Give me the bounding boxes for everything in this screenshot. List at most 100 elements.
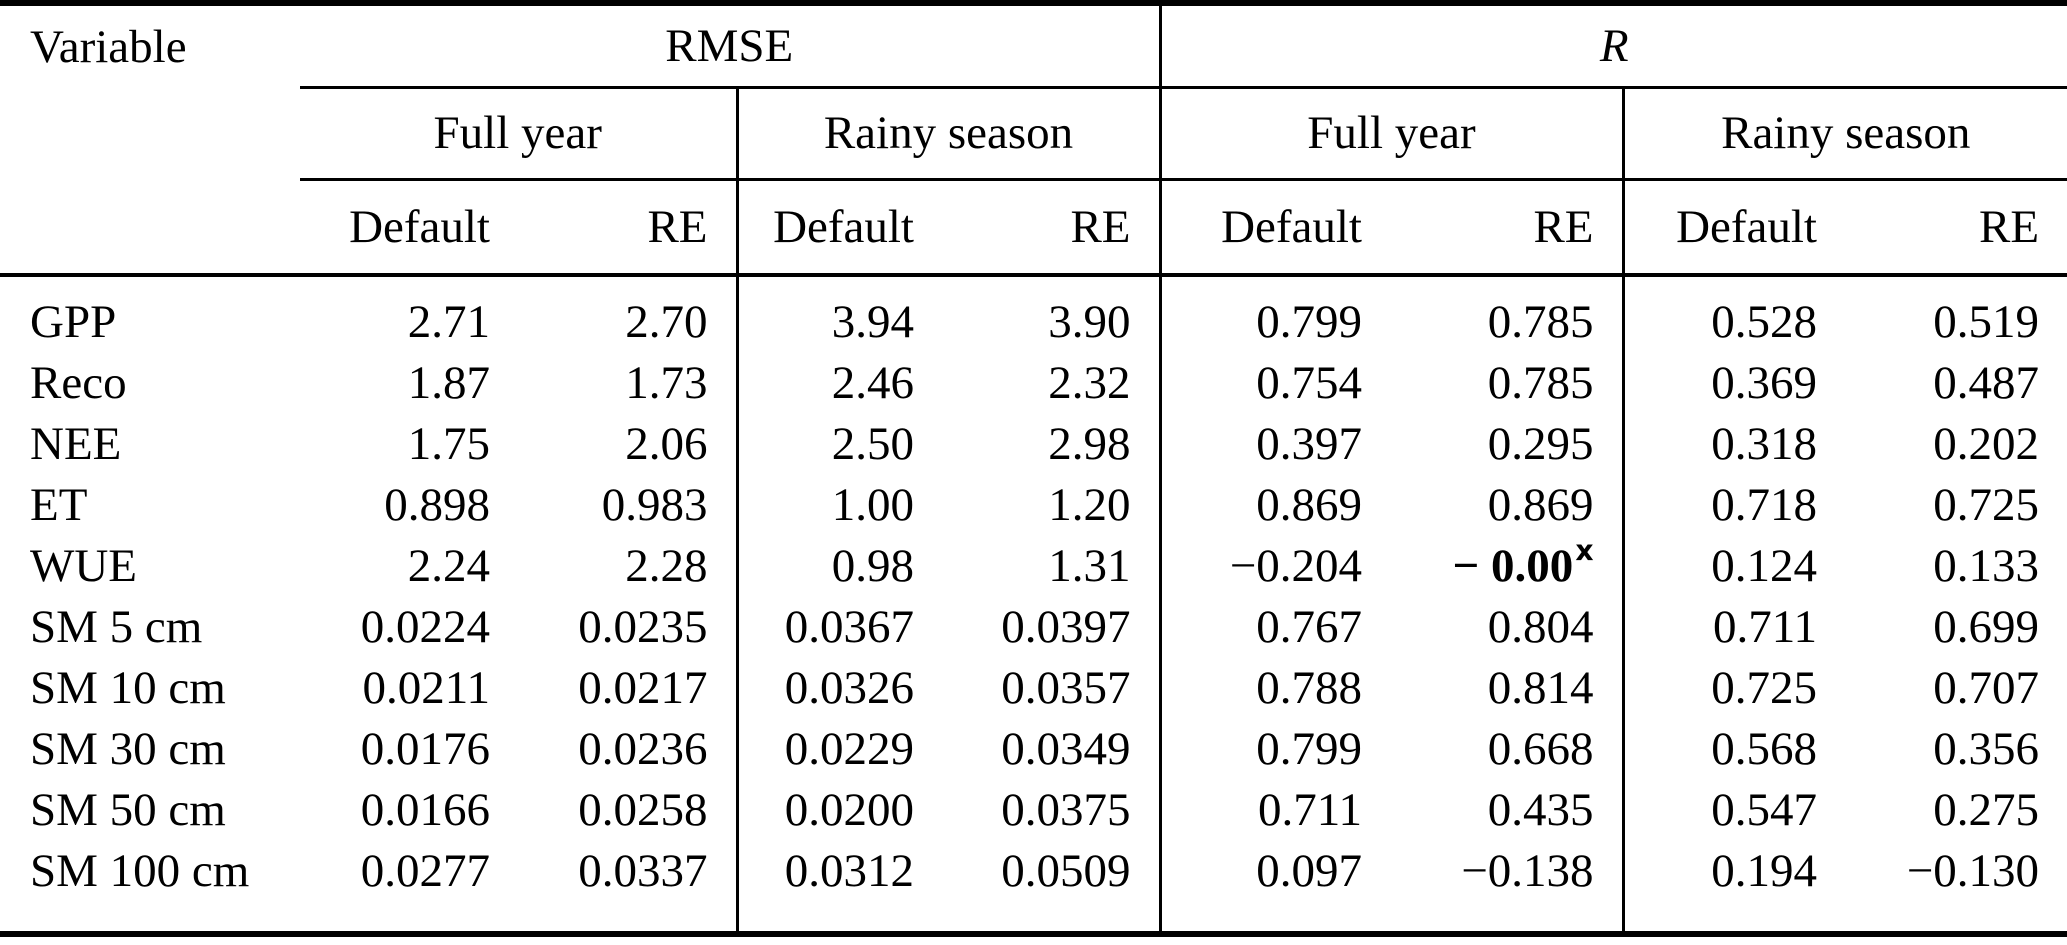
value-cell: 0.397 <box>1158 413 1390 474</box>
value-cell: 0.718 <box>1621 474 1845 535</box>
metric-header-re: RE <box>942 179 1160 277</box>
value-cell: 0.0229 <box>735 718 942 779</box>
metric-header-default: Default <box>300 179 518 277</box>
variable-column-header: Variable <box>0 3 300 277</box>
value-cell: 1.75 <box>407 417 490 470</box>
value-cell: 2.70 <box>625 295 708 348</box>
value-cell: 2.28 <box>625 539 708 592</box>
value-cell: 0.98 <box>735 535 942 596</box>
value-cell: 0.699 <box>1933 600 2040 653</box>
value-cell: 0.0337 <box>578 844 708 897</box>
r-group-header: R <box>1158 3 2067 89</box>
value-cell: 2.06 <box>625 417 708 470</box>
metric-header-re: RE <box>1390 179 1623 277</box>
table-row: ET 0.898 0.983 1.00 1.20 0.869 0.869 0.718 0.725 <box>0 474 2067 535</box>
value-cell: 0.0397 <box>1001 600 1131 653</box>
table-body: GPP 2.71 2.70 3.94 3.90 0.799 0.785 0.528 0.519 R… <box>0 275 2067 934</box>
value-cell: 0.133 <box>1933 539 2040 592</box>
table-row: SM 30 cm 0.0176 0.0236 0.0229 0.0349 0.799 0.6… <box>0 718 2067 779</box>
metric-header-default: Default <box>1158 179 1390 277</box>
value-cell: 0.0349 <box>1001 722 1131 775</box>
value-cell: 0.983 <box>601 478 708 531</box>
value-cell: 0.547 <box>1621 779 1845 840</box>
value-cell: 0.275 <box>1933 783 2040 836</box>
value-cell: 0.788 <box>1158 657 1390 718</box>
value-cell: 0.435 <box>1487 783 1594 836</box>
value-cell: 0.814 <box>1487 661 1594 714</box>
table-header: Variable RMSE R Full year Rainy season F… <box>0 3 2067 277</box>
value-cell: 0.707 <box>1933 661 2040 714</box>
value-cell: 1.31 <box>1048 539 1131 592</box>
value-cell: 0.804 <box>1487 600 1594 653</box>
value-cell: 0.0235 <box>578 600 708 653</box>
r-rainy-season-header: Rainy season <box>1621 87 2067 181</box>
value-cell: 0.898 <box>384 478 490 531</box>
rmse-rainy-season-header: Rainy season <box>735 87 1160 181</box>
value-cell: 0.0326 <box>735 657 942 718</box>
value-cell: 0.869 <box>1158 474 1390 535</box>
variable-cell: SM 50 cm <box>30 783 226 836</box>
value-cell: 0.295 <box>1487 417 1594 470</box>
table-row: GPP 2.71 2.70 3.94 3.90 0.799 0.785 0.528 0.519 <box>0 275 2067 352</box>
table-row: SM 10 cm 0.0211 0.0217 0.0326 0.0357 0.788 0.8… <box>0 657 2067 718</box>
metric-header-row: Default RE Default RE Default RE Default… <box>0 179 2067 277</box>
value-cell: 0.0200 <box>735 779 942 840</box>
value-cell: 0.369 <box>1621 352 1845 413</box>
value-cell: 0.668 <box>1487 722 1594 775</box>
variable-cell: Reco <box>30 356 127 409</box>
r-full-year-header: Full year <box>1158 87 1623 181</box>
value-cell: 0.194 <box>1621 840 1845 934</box>
variable-cell: GPP <box>30 295 117 348</box>
metric-header-default: Default <box>735 179 942 277</box>
value-cell: 0.487 <box>1933 356 2040 409</box>
variable-cell: NEE <box>30 417 122 470</box>
table-row: NEE 1.75 2.06 2.50 2.98 0.397 0.295 0.318 0.202 <box>0 413 2067 474</box>
value-cell: 0.0236 <box>578 722 708 775</box>
value-cell: 0.725 <box>1621 657 1845 718</box>
metric-header-default: Default <box>1621 179 1845 277</box>
value-cell: 0.356 <box>1933 722 2040 775</box>
value-cell: 0.568 <box>1621 718 1845 779</box>
value-cell: 2.98 <box>1048 417 1131 470</box>
value-cell: − 0.00x <box>1390 533 1623 596</box>
rmse-group-header: RMSE <box>300 3 1160 89</box>
value-cell: 0.799 <box>1158 718 1390 779</box>
value-cell: 0.754 <box>1158 352 1390 413</box>
value-cell: 0.0277 <box>360 844 490 897</box>
season-header-row: Full year Rainy season Full year Rainy s… <box>0 87 2067 181</box>
value-cell: 0.0367 <box>735 596 942 657</box>
value-cell: 0.785 <box>1487 356 1594 409</box>
value-cell: 0.0211 <box>362 661 490 714</box>
group-header-row: Variable RMSE R <box>0 3 2067 277</box>
variable-cell: ET <box>30 478 88 531</box>
variable-cell: SM 5 cm <box>30 600 203 653</box>
value-cell: 0.711 <box>1158 779 1390 840</box>
value-cell: 0.0224 <box>360 600 490 653</box>
value-cell: 0.0312 <box>735 840 942 934</box>
value-cell: 0.0176 <box>360 722 490 775</box>
value-cell: 2.71 <box>407 295 490 348</box>
value-cell: 0.0375 <box>1001 783 1131 836</box>
value-cell: 1.73 <box>625 356 708 409</box>
metric-header-re: RE <box>518 179 737 277</box>
value-cell: 0.869 <box>1487 478 1594 531</box>
value-cell: 0.528 <box>1621 275 1845 352</box>
table-row: SM 50 cm 0.0166 0.0258 0.0200 0.0375 0.711 0.4… <box>0 779 2067 840</box>
value-cell: 0.0166 <box>360 783 490 836</box>
value-cell: 0.0258 <box>578 783 708 836</box>
table-row: WUE 2.24 2.28 0.98 1.31 −0.204 − 0.00x 0.124 0.1… <box>0 533 2067 596</box>
value-cell: 2.50 <box>735 413 942 474</box>
table-row: Reco 1.87 1.73 2.46 2.32 0.754 0.785 0.369 0.487 <box>0 352 2067 413</box>
value-cell: 3.94 <box>735 275 942 352</box>
value-cell: −0.204 <box>1158 535 1390 596</box>
value-cell: −0.138 <box>1461 844 1594 897</box>
superscript-flag: x <box>1575 533 1594 567</box>
value-cell: 0.711 <box>1621 596 1845 657</box>
value-cell: 0.0357 <box>1001 661 1131 714</box>
flagged-value: − 0.00x <box>1452 533 1594 592</box>
value-cell: 0.097 <box>1158 840 1390 934</box>
value-cell: 1.20 <box>1048 478 1131 531</box>
value-cell: 0.202 <box>1933 417 2040 470</box>
rmse-full-year-header: Full year <box>300 87 737 181</box>
